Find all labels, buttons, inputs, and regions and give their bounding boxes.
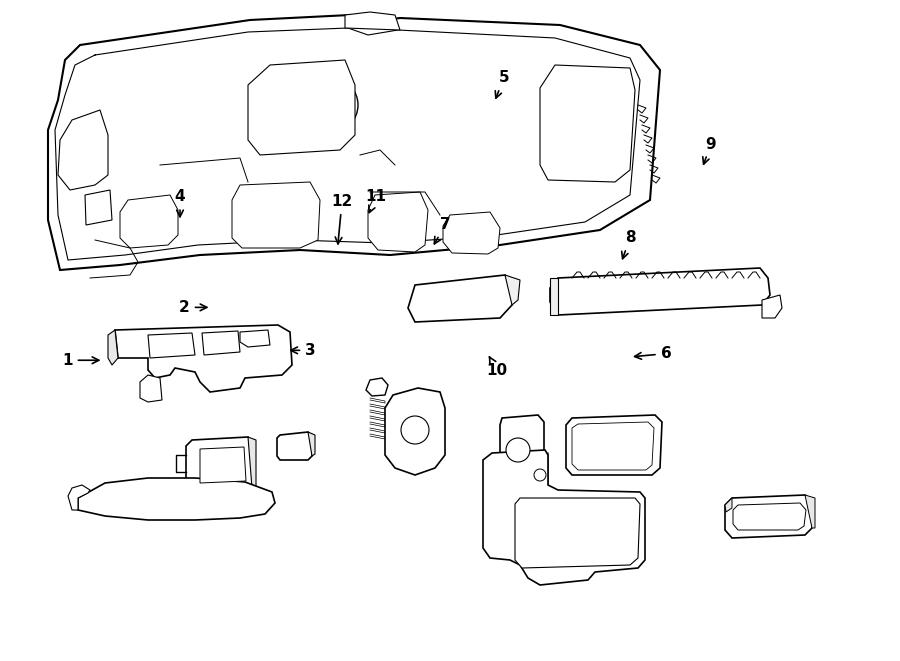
Polygon shape [572, 422, 654, 470]
Text: 5: 5 [495, 71, 509, 98]
Text: 2: 2 [179, 300, 207, 315]
Polygon shape [540, 65, 635, 182]
Polygon shape [483, 450, 645, 585]
Text: 3: 3 [291, 343, 316, 358]
Polygon shape [500, 415, 544, 476]
Polygon shape [202, 331, 240, 355]
Polygon shape [248, 60, 355, 155]
Text: 8: 8 [622, 231, 635, 258]
Polygon shape [186, 437, 252, 494]
Polygon shape [68, 485, 90, 510]
Polygon shape [515, 498, 640, 568]
Circle shape [302, 77, 358, 133]
Polygon shape [48, 15, 660, 270]
Polygon shape [120, 195, 178, 248]
Polygon shape [85, 190, 112, 225]
Circle shape [506, 438, 530, 462]
Text: 11: 11 [365, 190, 387, 213]
Polygon shape [148, 333, 195, 358]
Text: 4: 4 [175, 190, 185, 217]
Text: 12: 12 [331, 194, 353, 244]
Polygon shape [550, 268, 770, 315]
Polygon shape [733, 503, 806, 530]
Polygon shape [505, 275, 520, 305]
Text: 6: 6 [634, 346, 671, 361]
Polygon shape [248, 437, 256, 488]
Polygon shape [385, 388, 445, 475]
Circle shape [534, 469, 546, 481]
Text: 7: 7 [435, 217, 451, 244]
Polygon shape [725, 498, 732, 512]
Polygon shape [805, 495, 815, 528]
Polygon shape [443, 212, 500, 254]
Polygon shape [762, 295, 782, 318]
Polygon shape [368, 192, 428, 252]
Polygon shape [566, 415, 662, 475]
Polygon shape [115, 325, 292, 392]
Polygon shape [78, 478, 275, 520]
Polygon shape [140, 375, 162, 402]
Polygon shape [408, 275, 515, 322]
Polygon shape [366, 378, 388, 396]
Polygon shape [58, 110, 108, 190]
Polygon shape [108, 330, 118, 365]
Polygon shape [725, 495, 812, 538]
Polygon shape [550, 278, 558, 315]
Circle shape [401, 416, 429, 444]
Polygon shape [200, 447, 246, 483]
Polygon shape [232, 182, 320, 248]
Polygon shape [240, 330, 270, 347]
Text: 10: 10 [486, 357, 508, 377]
Polygon shape [308, 432, 315, 456]
Polygon shape [345, 12, 400, 30]
Polygon shape [277, 432, 312, 460]
Text: 9: 9 [703, 137, 716, 164]
Text: 1: 1 [62, 353, 99, 368]
